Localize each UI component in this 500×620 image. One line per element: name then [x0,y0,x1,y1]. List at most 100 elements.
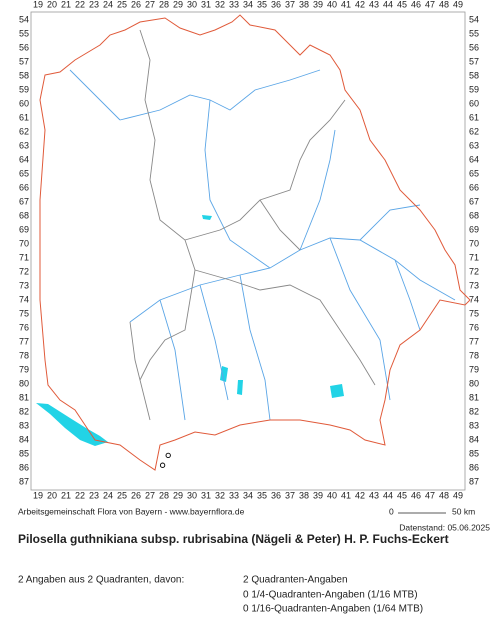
row-label: 83 [19,420,29,430]
row-label: 70 [469,238,479,248]
column-label: 40 [327,0,337,9]
row-label: 82 [19,406,29,416]
row-label: 84 [469,434,479,444]
row-label: 59 [19,84,29,94]
scale-start: 0 [389,506,394,516]
row-label: 68 [19,210,29,220]
row-label: 72 [19,266,29,276]
column-label: 48 [439,0,449,9]
summary: 2 Angaben aus 2 Quadranten, davon: [18,575,184,586]
row-label: 61 [19,112,29,122]
row-label: 69 [19,224,29,234]
row-label: 57 [19,56,29,66]
row-label: 63 [19,140,29,150]
stat-line: 2 Quadranten-Angaben [243,575,348,586]
row-label: 75 [19,308,29,318]
column-label: 27 [145,0,155,9]
row-label: 55 [469,28,479,38]
state-border [39,14,471,471]
row-label: 57 [469,56,479,66]
row-label: 70 [19,238,29,248]
column-label: 22 [75,490,85,500]
row-label: 86 [19,462,29,472]
column-label: 28 [159,490,169,500]
row-label: 60 [469,98,479,108]
column-label: 20 [47,490,57,500]
row-label: 77 [19,336,29,346]
row-label: 72 [469,266,479,276]
row-label: 60 [19,98,29,108]
row-label: 86 [469,462,479,472]
row-label: 56 [469,42,479,52]
occurrence-point [159,462,166,468]
row-label: 67 [469,196,479,206]
column-label: 24 [103,0,113,9]
row-label: 85 [469,448,479,458]
column-label: 39 [313,490,323,500]
column-label: 24 [103,490,113,500]
column-label: 21 [61,0,71,9]
column-label: 31 [201,490,211,500]
row-label: 55 [19,28,29,38]
column-label: 41 [341,0,351,9]
column-label: 33 [229,490,239,500]
column-label: 44 [383,0,393,9]
column-label: 19 [33,490,43,500]
row-label: 61 [469,112,479,122]
row-label: 84 [19,434,29,444]
row-label: 76 [469,322,479,332]
row-label: 58 [19,70,29,80]
column-label: 26 [131,490,141,500]
row-label: 67 [19,196,29,206]
row-label: 65 [19,168,29,178]
row-label: 75 [469,308,479,318]
row-label: 77 [469,336,479,346]
row-label: 66 [469,182,479,192]
row-label: 54 [19,14,29,24]
column-label: 43 [369,0,379,9]
date: Datenstand: 05.06.2025 [399,522,490,532]
column-label: 22 [75,0,85,9]
column-label: 48 [439,490,449,500]
row-label: 74 [469,294,479,304]
column-label: 38 [299,490,309,500]
row-label: 62 [19,126,29,136]
column-label: 37 [285,490,295,500]
row-label: 81 [19,392,29,402]
row-label: 87 [469,476,479,486]
row-label: 78 [19,350,29,360]
row-label: 79 [469,364,479,374]
column-label: 49 [453,490,463,500]
occurrence-point [165,452,171,459]
column-label: 46 [411,0,421,9]
column-label: 32 [215,0,225,9]
row-label: 79 [19,364,29,374]
column-label: 45 [397,490,407,500]
stat-line: 0 1/4-Quadranten-Angaben (1/16 MTB) [243,590,418,601]
credit: Arbeitsgemeinschaft Flora von Bayern - w… [18,506,245,516]
row-label: 64 [19,154,29,164]
column-label: 26 [131,0,141,9]
column-label: 33 [229,0,239,9]
column-label: 36 [271,0,281,9]
scale-end: 50 km [452,506,475,516]
column-label: 47 [425,490,435,500]
district-borders [129,29,376,421]
column-label: 30 [187,490,197,500]
column-label: 46 [411,490,421,500]
column-label: 41 [341,490,351,500]
column-label: 23 [89,490,99,500]
column-label: 37 [285,0,295,9]
row-label: 82 [469,406,479,416]
title: Pilosella guthnikiana subsp. rubrisabina… [18,532,449,546]
map-frame [30,11,466,491]
rivers [69,69,456,421]
column-label: 42 [355,0,365,9]
row-label: 66 [19,182,29,192]
row-label: 71 [469,252,479,262]
row-label: 64 [469,154,479,164]
column-label: 34 [243,0,253,9]
row-label: 81 [469,392,479,402]
